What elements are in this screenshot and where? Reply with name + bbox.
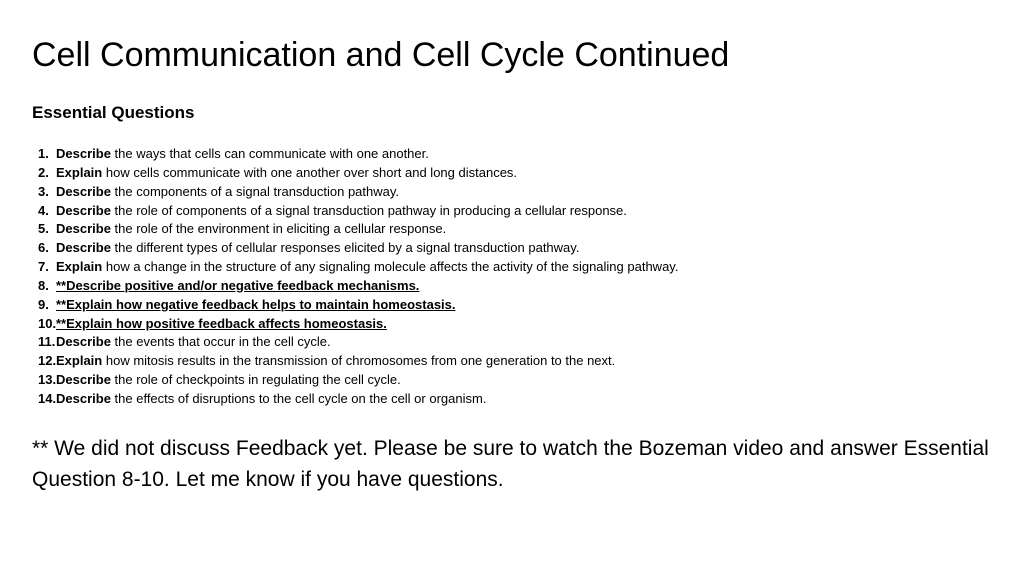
question-verb: Explain: [56, 353, 102, 368]
list-item: Explain how mitosis results in the trans…: [38, 352, 992, 371]
question-text: how cells communicate with one another o…: [102, 165, 517, 180]
question-verb: Describe: [56, 240, 111, 255]
footnote: ** We did not discuss Feedback yet. Plea…: [32, 433, 992, 496]
question-text: the role of the environment in eliciting…: [111, 221, 446, 236]
question-verb: Describe: [56, 391, 111, 406]
list-item: **Explain how positive feedback affects …: [38, 315, 992, 334]
list-item: Describe the different types of cellular…: [38, 239, 992, 258]
question-verb: Describe: [56, 372, 111, 387]
questions-list: Describe the ways that cells can communi…: [32, 145, 992, 409]
list-item: Describe the ways that cells can communi…: [38, 145, 992, 164]
list-item: **Describe positive and/or negative feed…: [38, 277, 992, 296]
list-item: **Explain how negative feedback helps to…: [38, 296, 992, 315]
question-text: the different types of cellular response…: [111, 240, 580, 255]
question-text: the events that occur in the cell cycle.: [111, 334, 331, 349]
list-item: Describe the role of components of a sig…: [38, 202, 992, 221]
emphasized-question: **Explain how negative feedback helps to…: [56, 297, 456, 312]
list-item: Describe the components of a signal tran…: [38, 183, 992, 202]
question-text: the components of a signal transduction …: [111, 184, 399, 199]
list-item: Explain how cells communicate with one a…: [38, 164, 992, 183]
question-verb: Describe: [56, 221, 111, 236]
list-item: Explain how a change in the structure of…: [38, 258, 992, 277]
essential-questions-heading: Essential Questions: [32, 103, 992, 123]
question-verb: Describe: [56, 184, 111, 199]
question-verb: Describe: [56, 146, 111, 161]
question-verb: Describe: [56, 203, 111, 218]
question-text: the role of components of a signal trans…: [111, 203, 627, 218]
list-item: Describe the events that occur in the ce…: [38, 333, 992, 352]
question-text: the ways that cells can communicate with…: [111, 146, 429, 161]
question-text: how a change in the structure of any sig…: [102, 259, 678, 274]
emphasized-question: **Explain how positive feedback affects …: [56, 316, 387, 331]
question-verb: Explain: [56, 259, 102, 274]
page-title: Cell Communication and Cell Cycle Contin…: [32, 36, 992, 75]
question-text: the role of checkpoints in regulating th…: [111, 372, 401, 387]
list-item: Describe the effects of disruptions to t…: [38, 390, 992, 409]
list-item: Describe the role of checkpoints in regu…: [38, 371, 992, 390]
question-verb: Describe: [56, 334, 111, 349]
list-item: Describe the role of the environment in …: [38, 220, 992, 239]
emphasized-question: **Describe positive and/or negative feed…: [56, 278, 419, 293]
question-text: how mitosis results in the transmission …: [102, 353, 615, 368]
question-verb: Explain: [56, 165, 102, 180]
question-text: the effects of disruptions to the cell c…: [111, 391, 487, 406]
